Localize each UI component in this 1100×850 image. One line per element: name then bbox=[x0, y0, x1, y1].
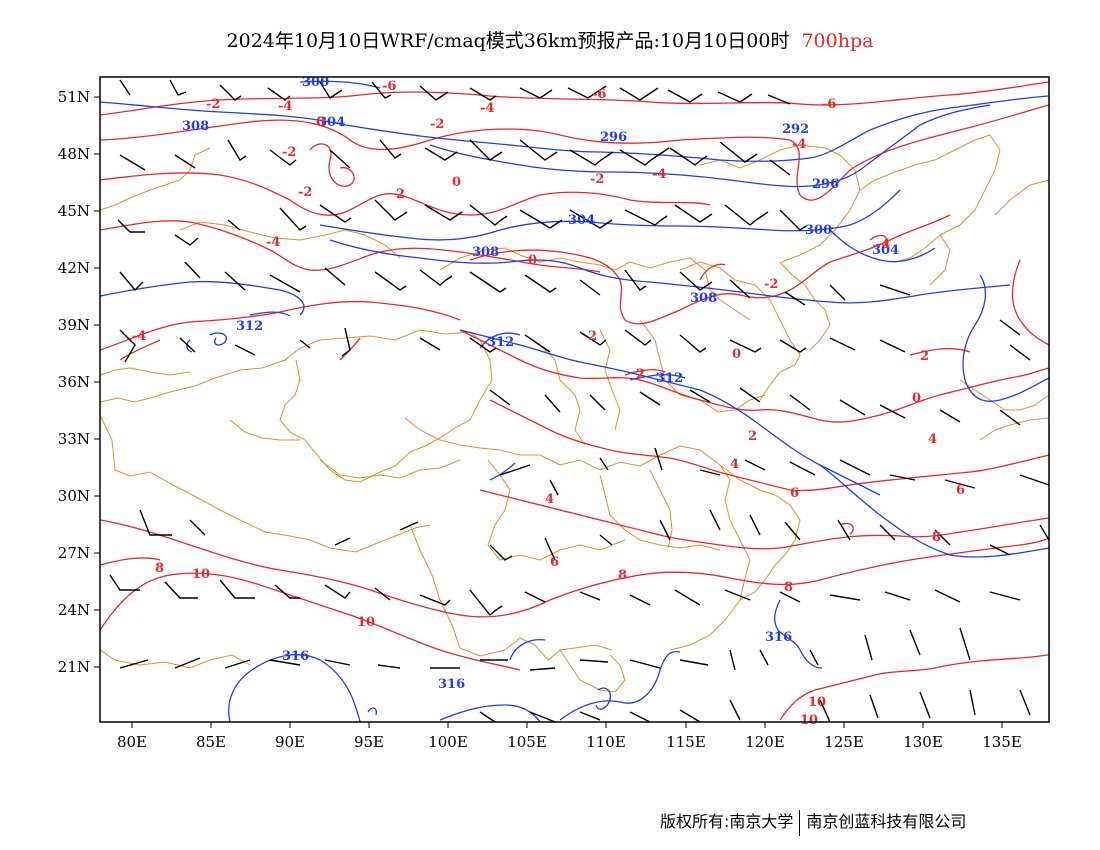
temp-label: -2 bbox=[206, 97, 220, 112]
x-tick-label: 100E bbox=[428, 733, 468, 751]
height-label: 316 bbox=[765, 630, 792, 645]
x-tick-label: 105E bbox=[507, 733, 547, 751]
y-tick-label: 45N bbox=[58, 202, 90, 220]
x-tick-label: 135E bbox=[982, 733, 1022, 751]
temp-label: 10 bbox=[357, 615, 375, 630]
height-label: 304 bbox=[318, 115, 345, 130]
x-tick-label: 125E bbox=[824, 733, 864, 751]
height-label: 308 bbox=[182, 119, 209, 134]
temp-label: 2 bbox=[920, 349, 929, 364]
temp-label: 6 bbox=[550, 555, 559, 570]
x-tick-label: 120E bbox=[745, 733, 785, 751]
height-label: 316 bbox=[438, 677, 465, 692]
temp-label: -4 bbox=[278, 99, 292, 114]
temp-label: 8 bbox=[155, 561, 164, 576]
footer-company: 南京创蓝科技有限公司 bbox=[806, 812, 967, 831]
y-axis: 51N 48N 45N 42N 39N 36N 33N 30N 27N 24N … bbox=[58, 88, 100, 676]
temp-label: -4 bbox=[266, 235, 280, 250]
temp-label: 6 bbox=[956, 483, 965, 498]
boundary-lines bbox=[99, 134, 1050, 693]
temp-label: 0 bbox=[528, 253, 537, 268]
height-label: 316 bbox=[282, 649, 309, 664]
temp-label: 0 bbox=[452, 175, 461, 190]
temp-label: 2 bbox=[748, 429, 757, 444]
x-tick-label: 130E bbox=[903, 733, 943, 751]
x-axis: 80E 85E 90E 95E 100E 105E 110E 115E 120E… bbox=[117, 722, 1022, 751]
temp-label: 8 bbox=[932, 530, 941, 545]
temp-label: 8 bbox=[784, 580, 793, 595]
temp-label: -6 bbox=[592, 87, 606, 102]
y-tick-label: 42N bbox=[58, 259, 90, 277]
temp-label: -6 bbox=[382, 79, 396, 94]
temp-label: -2 bbox=[590, 172, 604, 187]
temp-label: -4 bbox=[652, 167, 666, 182]
height-label: 296 bbox=[812, 177, 839, 192]
height-label: 312 bbox=[236, 319, 263, 334]
height-label: 300 bbox=[302, 75, 329, 90]
height-label-group: 300 304 308 296 292 296 300 304 308 304 … bbox=[182, 75, 899, 692]
height-label: 312 bbox=[487, 335, 514, 350]
temp-label: -2 bbox=[298, 185, 312, 200]
temp-label: 0 bbox=[316, 115, 325, 130]
temp-label: 4 bbox=[545, 492, 554, 507]
x-tick-label: 85E bbox=[196, 733, 226, 751]
temp-label: 0 bbox=[912, 391, 921, 406]
temp-label: 8 bbox=[618, 568, 627, 583]
title-main: 2024年10月10日WRF/cmaq模式36km预报产品:10月10日00时 bbox=[226, 30, 790, 52]
height-contours bbox=[99, 80, 1050, 723]
temp-label: -6 bbox=[822, 97, 836, 112]
height-label: 308 bbox=[690, 291, 717, 306]
temp-label: 0 bbox=[732, 347, 741, 362]
height-label: 292 bbox=[782, 122, 809, 137]
y-tick-label: 51N bbox=[58, 88, 90, 106]
chart-title: 2024年10月10日WRF/cmaq模式36km预报产品:10月10日00时 7… bbox=[0, 26, 1100, 53]
temp-label: 4 bbox=[730, 457, 739, 472]
temp-label: 2 bbox=[588, 329, 597, 344]
temp-label-group: -6 -2 -4 0 -2 -4 -6 -6 -2 0 -4 2 -2 -2 -… bbox=[132, 79, 965, 728]
x-tick-label: 80E bbox=[117, 733, 147, 751]
wind-barbs bbox=[109, 79, 1050, 723]
title-level: 700hpa bbox=[801, 30, 874, 52]
temp-label: -2 bbox=[764, 277, 778, 292]
y-tick-label: 27N bbox=[58, 544, 90, 562]
y-tick-label: 24N bbox=[58, 601, 90, 619]
map-border bbox=[99, 76, 1050, 723]
y-tick-label: 21N bbox=[58, 658, 90, 676]
x-tick-label: 90E bbox=[275, 733, 305, 751]
height-label: 300 bbox=[805, 223, 832, 238]
footer-divider bbox=[799, 809, 801, 836]
temperature-contours bbox=[99, 81, 1050, 721]
height-label: 312 bbox=[656, 371, 683, 386]
temp-label: 2 bbox=[636, 367, 645, 382]
height-label: 304 bbox=[872, 243, 899, 258]
map-plot-area: 300 304 308 296 292 296 300 304 308 304 … bbox=[99, 75, 1050, 728]
height-label: 308 bbox=[472, 245, 499, 260]
x-tick-label: 95E bbox=[354, 733, 384, 751]
temp-label: -2 bbox=[430, 117, 444, 132]
y-tick-label: 39N bbox=[58, 316, 90, 334]
x-tick-label: 110E bbox=[586, 733, 626, 751]
temp-label: 10 bbox=[808, 695, 826, 710]
temp-label: 4 bbox=[928, 432, 937, 447]
y-tick-label: 48N bbox=[58, 145, 90, 163]
temp-label: -4 bbox=[132, 329, 146, 344]
temp-label: -4 bbox=[480, 101, 494, 116]
temp-label: -4 bbox=[792, 137, 806, 152]
temp-label: -2 bbox=[282, 145, 296, 160]
temp-label: -4 bbox=[876, 237, 890, 252]
temp-label: 6 bbox=[790, 486, 799, 501]
y-tick-label: 33N bbox=[58, 430, 90, 448]
temp-label: 2 bbox=[396, 187, 405, 202]
temp-label: 10 bbox=[192, 567, 210, 582]
temp-label: 10 bbox=[800, 713, 818, 728]
y-tick-label: 30N bbox=[58, 487, 90, 505]
height-label: 304 bbox=[568, 213, 595, 228]
footer-copyright: 版权所有:南京大学 bbox=[660, 812, 794, 831]
footer-credits: 版权所有:南京大学 南京创蓝科技有限公司 bbox=[660, 808, 966, 836]
height-label: 296 bbox=[600, 130, 627, 145]
y-tick-label: 36N bbox=[58, 373, 90, 391]
x-tick-label: 115E bbox=[666, 733, 706, 751]
